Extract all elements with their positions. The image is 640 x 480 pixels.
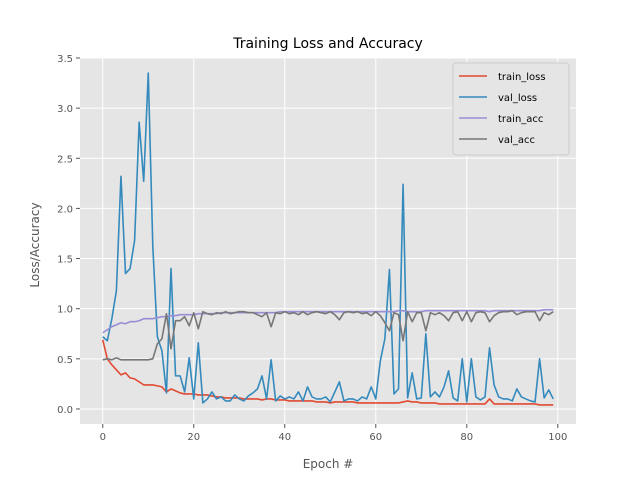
y-tick-label: 0.0: [57, 405, 73, 416]
y-tick-label: 2.5: [57, 154, 73, 165]
series-line-val-loss: [102, 72, 554, 404]
x-tick-label: 20: [187, 432, 200, 443]
series-line-train-acc: [102, 308, 554, 334]
series-line-val-acc: [102, 309, 554, 361]
x-tick-label: 60: [369, 432, 382, 443]
y-tick-label: 3.0: [57, 104, 73, 115]
series-line-train-loss: [101, 339, 554, 406]
legend-label-train-loss: train_loss: [498, 72, 546, 83]
x-tick-label: 80: [460, 432, 473, 443]
legend-label-val-loss: val_loss: [498, 93, 537, 104]
x-tick-label: 100: [548, 432, 567, 443]
x-axis-label: Epoch #: [303, 457, 354, 471]
legend-box: [452, 62, 570, 156]
x-tick-label: 0: [100, 432, 106, 443]
y-axis-ticks: 0.0 0.5 1.0 1.5 2.0 2.5 3.0 3.5: [57, 54, 80, 416]
x-axis-ticks: 0 20 40 60 80 100: [100, 424, 567, 443]
y-axis-label: Loss/Accuracy: [28, 202, 42, 287]
legend: train_loss val_loss train_acc val_acc: [452, 62, 570, 156]
y-tick-label: 1.5: [57, 255, 73, 266]
series-lines: [101, 72, 554, 406]
y-tick-label: 0.5: [57, 355, 73, 366]
y-tick-label: 2.0: [57, 204, 73, 215]
legend-label-train-acc: train_acc: [498, 114, 543, 125]
legend-label-val-acc: val_acc: [498, 135, 535, 146]
y-tick-label: 1.0: [57, 305, 73, 316]
y-tick-label: 3.5: [57, 54, 73, 65]
x-tick-label: 40: [278, 432, 291, 443]
chart-title: Training Loss and Accuracy: [232, 36, 423, 52]
